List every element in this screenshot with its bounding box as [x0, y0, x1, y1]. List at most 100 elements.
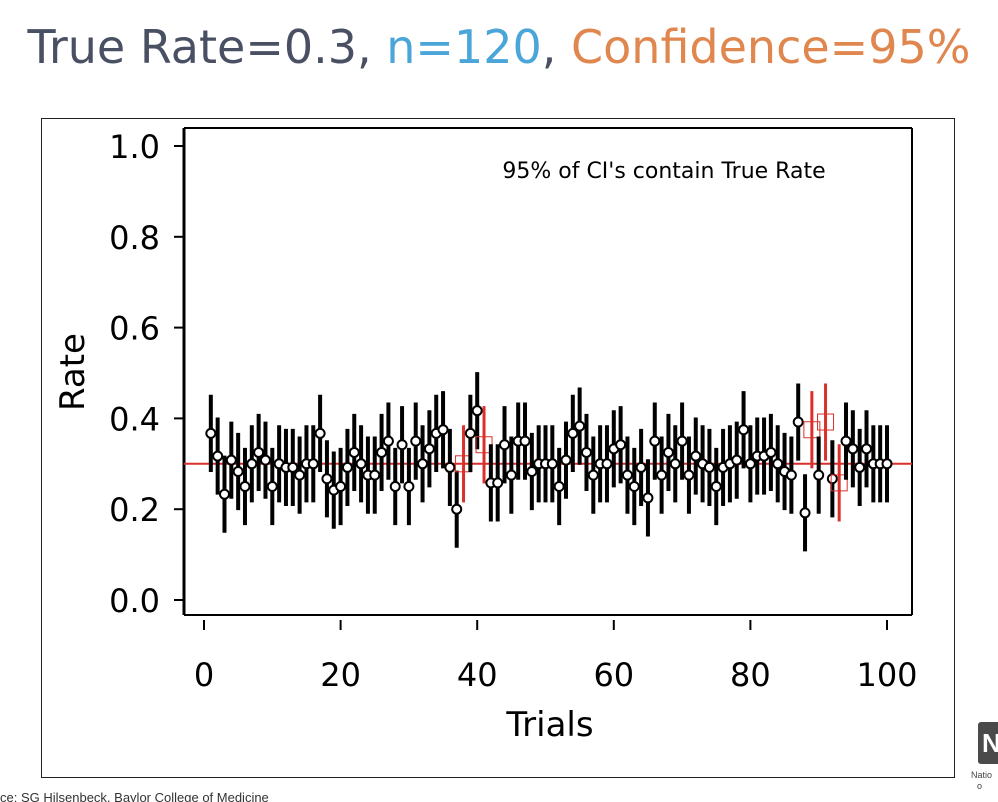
logo-letter: N	[982, 728, 998, 758]
point-marker	[389, 481, 401, 492]
point-marker	[218, 488, 230, 500]
point-marker	[294, 469, 306, 481]
point-marker	[471, 405, 483, 417]
point-marker	[635, 461, 647, 473]
point-marker	[799, 507, 811, 519]
point-marker	[785, 469, 797, 481]
point-marker	[239, 481, 251, 492]
point-marker	[355, 458, 367, 470]
point-marker	[225, 454, 237, 466]
point-marker	[744, 458, 756, 470]
point-marker	[656, 469, 668, 481]
title-n: n=120	[386, 20, 542, 74]
point-marker	[212, 450, 224, 462]
point-marker	[676, 435, 688, 447]
point-marker	[287, 461, 299, 473]
miss-marker	[817, 413, 835, 431]
point-marker	[376, 446, 388, 458]
point-marker	[205, 427, 217, 439]
point-marker	[690, 450, 702, 462]
point-marker	[335, 481, 347, 492]
point-marker	[314, 427, 326, 439]
point-marker	[792, 416, 804, 428]
miss-marker	[830, 474, 848, 492]
title-separator: ,	[541, 20, 572, 74]
title-confidence: Confidence=95%	[571, 20, 971, 74]
x-tick-label: 0	[194, 656, 214, 694]
plot-frame	[41, 118, 955, 778]
point-marker	[266, 481, 278, 492]
point-marker	[621, 469, 633, 481]
point-marker	[232, 466, 244, 478]
point-marker	[348, 446, 360, 458]
point-marker	[683, 469, 695, 481]
point-marker	[731, 454, 743, 466]
point-marker	[813, 469, 825, 481]
x-tick-label: 40	[457, 656, 498, 694]
point-marker	[253, 446, 265, 458]
point-marker	[417, 458, 429, 470]
point-marker	[437, 424, 449, 436]
y-tick-label: 0.2	[109, 491, 160, 529]
point-marker	[307, 458, 319, 470]
title-true-rate: True Rate=0.3,	[27, 20, 387, 74]
point-marker	[847, 443, 859, 455]
point-marker	[505, 469, 517, 481]
point-marker	[826, 473, 838, 485]
chart-annotation: 95% of CI's contain True Rate	[502, 159, 825, 184]
point-marker	[410, 435, 422, 447]
point-marker	[423, 443, 435, 455]
point-marker	[669, 458, 681, 470]
point-marker	[574, 420, 586, 432]
point-marker	[519, 435, 531, 447]
point-marker	[259, 454, 271, 466]
point-marker	[464, 427, 476, 439]
point-marker	[710, 481, 722, 492]
point-marker	[649, 435, 661, 447]
point-marker	[628, 481, 640, 492]
x-axis-label: Trials	[505, 705, 593, 745]
y-tick-label: 0.6	[109, 310, 160, 348]
point-marker	[703, 461, 715, 473]
point-marker	[526, 466, 538, 478]
logo-caption-line2: o	[977, 781, 983, 791]
source-credit: ce: SG Hilsenbeck, Baylor College of Med…	[0, 790, 269, 802]
point-marker	[369, 469, 381, 481]
x-tick-label: 20	[320, 656, 361, 694]
point-marker	[403, 481, 415, 492]
point-marker	[546, 458, 558, 470]
x-tick-label: 60	[593, 656, 634, 694]
point-marker	[662, 446, 674, 458]
point-marker	[854, 461, 866, 473]
point-marker	[396, 439, 408, 451]
point-marker	[499, 439, 511, 451]
logo: N	[978, 722, 998, 764]
point-marker	[382, 435, 394, 447]
point-marker	[492, 477, 504, 489]
point-marker	[772, 458, 784, 470]
point-marker	[246, 458, 258, 470]
point-marker	[553, 481, 565, 492]
point-marker	[861, 443, 873, 455]
y-tick-label: 1.0	[109, 128, 160, 166]
logo-caption-line1: Natio	[971, 770, 993, 780]
x-tick-label: 80	[730, 656, 771, 694]
point-marker	[738, 424, 750, 436]
point-marker	[615, 439, 627, 451]
y-tick-label: 0.8	[109, 219, 160, 257]
point-marker	[642, 492, 654, 504]
page-title: True Rate=0.3, n=120, Confidence=95%	[0, 20, 998, 74]
x-tick-label: 100	[856, 656, 917, 694]
point-marker	[601, 458, 613, 470]
point-marker	[567, 427, 579, 439]
point-marker	[341, 461, 353, 473]
point-marker	[321, 473, 333, 485]
logo-caption: Natio o	[971, 770, 992, 792]
point-marker	[451, 503, 463, 515]
point-marker	[881, 458, 893, 470]
point-marker	[587, 469, 599, 481]
point-marker	[560, 454, 572, 466]
point-marker	[580, 446, 592, 458]
point-marker	[840, 435, 852, 447]
